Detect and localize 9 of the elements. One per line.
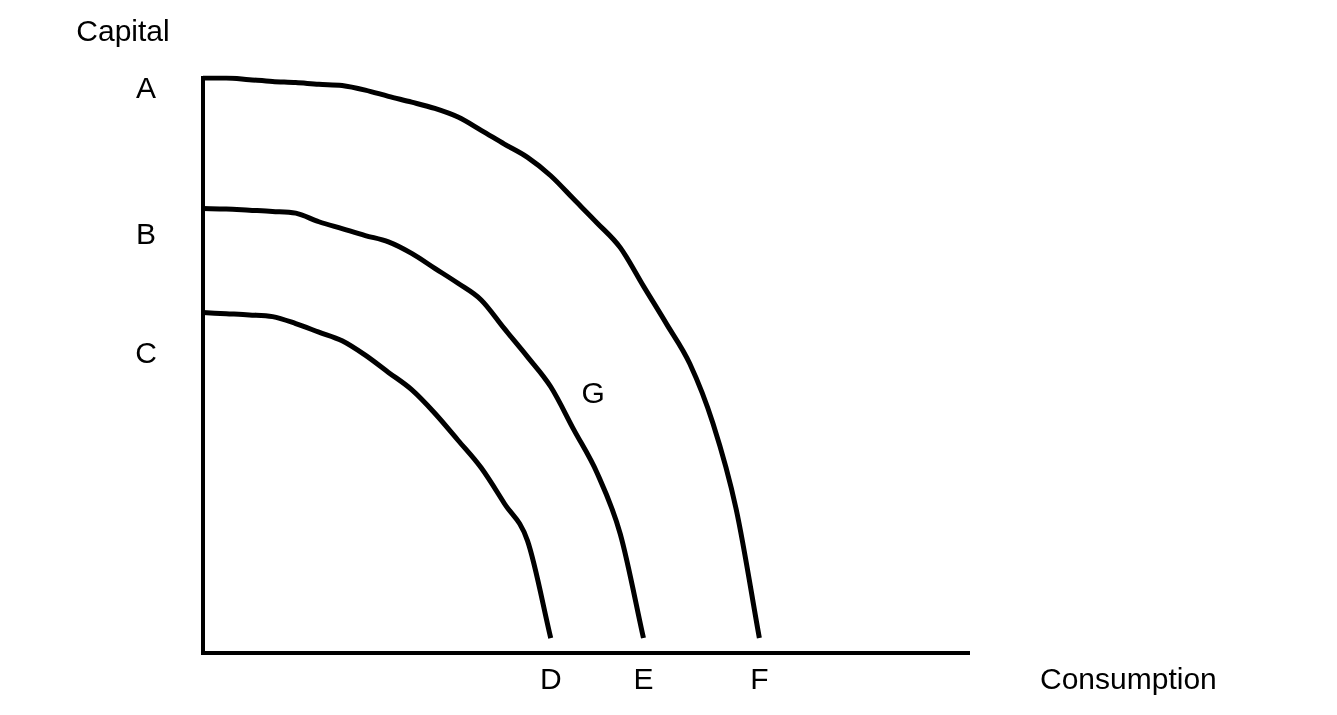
y-axis-title: Capital <box>76 14 170 48</box>
x-axis-title: Consumption <box>1040 662 1217 696</box>
text: C <box>135 335 157 369</box>
annotation: G <box>581 375 605 409</box>
text: B <box>135 216 157 250</box>
text: A <box>135 71 157 105</box>
text: E <box>633 662 654 696</box>
text: F <box>750 662 769 696</box>
text: D <box>539 662 562 696</box>
